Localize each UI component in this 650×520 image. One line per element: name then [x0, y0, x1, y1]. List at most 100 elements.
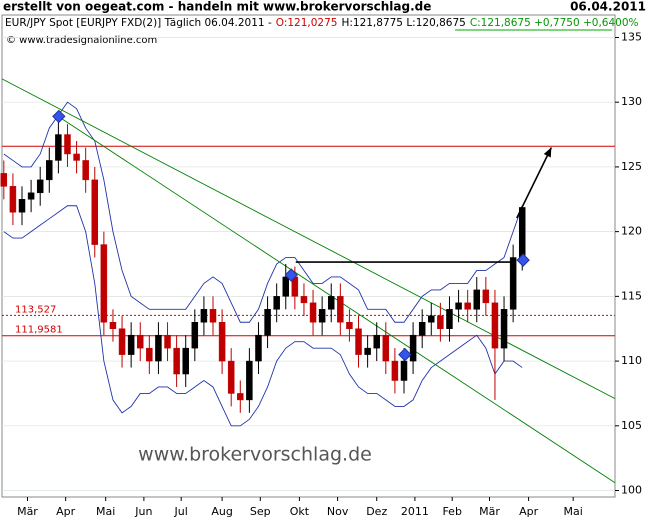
candle-body — [264, 309, 271, 336]
marker — [52, 109, 66, 124]
legend-text: O:121,0275 — [276, 17, 338, 29]
candle-body — [364, 347, 371, 355]
candle-body — [409, 334, 417, 362]
legend-text: C:121,8675 +0,7750 +0,6400% — [470, 17, 639, 29]
y-tick-label: 135 — [621, 30, 642, 43]
candle-body — [82, 160, 89, 181]
candle-body — [164, 334, 171, 349]
candle-body — [91, 179, 99, 245]
y-tick-label: 125 — [621, 160, 642, 173]
candle-body — [255, 334, 262, 362]
x-tick-label: Nov — [327, 505, 349, 518]
candle-body — [209, 309, 217, 323]
candle-body — [127, 334, 135, 355]
trend-line — [1, 78, 616, 400]
candle-body — [318, 309, 326, 323]
x-tick-label: Okt — [290, 505, 310, 518]
candle-body — [55, 134, 62, 161]
candle-body — [309, 302, 317, 323]
candle-body — [0, 173, 8, 187]
candle-body — [355, 328, 362, 355]
y-tick-label: 130 — [621, 95, 642, 108]
candle-body — [391, 360, 399, 381]
x-tick-label: Mai — [96, 505, 115, 518]
marker — [398, 347, 412, 362]
x-tick-label: Apr — [519, 505, 539, 518]
candle-body — [518, 207, 526, 258]
watermark: www.brokervorschlag.de — [138, 444, 372, 466]
candle-body — [182, 347, 189, 375]
y-tick-label: 115 — [621, 289, 642, 302]
copyright: © www.tradesignalonline.com — [6, 35, 157, 46]
candle-body — [200, 309, 208, 323]
candle-body — [418, 322, 426, 336]
x-tick-label: Aug — [211, 505, 232, 518]
x-tick-label: Mär — [479, 505, 500, 518]
legend-text: H:121,8775 L:120,8675 — [341, 17, 465, 29]
candle-body — [346, 322, 353, 329]
candle-body — [491, 302, 499, 349]
candle-body — [118, 328, 126, 355]
y-tick-label: 100 — [621, 484, 642, 497]
y-tick-label: 120 — [621, 225, 642, 238]
x-tick-label: Jun — [134, 505, 152, 518]
candle-body — [473, 289, 481, 310]
candle-body — [327, 296, 335, 310]
level-label: 111,9581 — [15, 325, 63, 336]
candle-body — [337, 296, 344, 323]
candle-body — [64, 134, 71, 155]
candle-body — [382, 334, 390, 362]
marker — [516, 253, 530, 267]
candle-body — [282, 276, 290, 297]
arrow-head — [543, 147, 552, 158]
candle-body — [109, 322, 117, 329]
candle-body — [173, 347, 180, 375]
plot-frame — [1, 14, 616, 498]
candle-body — [27, 192, 35, 200]
y-tick-label: 105 — [621, 419, 642, 432]
candle-body — [246, 360, 253, 401]
chart-title: erstellt von oegeat.com - handeln mit ww… — [3, 0, 431, 14]
candle-body — [73, 153, 80, 161]
y-tick-label: 110 — [621, 354, 642, 367]
arrow — [516, 147, 553, 219]
x-tick-label: Sep — [250, 505, 271, 518]
candle-body — [146, 347, 153, 362]
marker — [284, 268, 298, 282]
candle-body — [36, 179, 44, 194]
x-tick-label: Mär — [17, 505, 38, 518]
candle-body — [9, 186, 17, 213]
x-tick-label: Dez — [366, 505, 387, 518]
candle-body — [218, 322, 226, 362]
candle-body — [18, 199, 26, 213]
candle-body — [155, 334, 162, 362]
x-tick-label: Feb — [442, 505, 461, 518]
candle-body — [455, 302, 462, 310]
candle-body — [464, 302, 471, 310]
candle-body — [509, 257, 517, 310]
candle-body — [46, 160, 53, 181]
candle-body — [437, 315, 444, 329]
candle-body — [482, 289, 490, 304]
legend-text: EUR/JPY Spot [EURJPY FXD(2)] Täglich 06.… — [5, 17, 272, 29]
candle-body — [500, 309, 508, 349]
x-tick-label: Jul — [174, 505, 188, 518]
bollinger-band — [3, 101, 523, 323]
candle-body — [136, 334, 144, 349]
candle-body — [300, 296, 308, 304]
candle-body — [400, 360, 408, 381]
candle-body — [428, 315, 435, 323]
candle-body — [227, 360, 235, 394]
candle-body — [100, 244, 108, 323]
level-label: 113,527 — [15, 304, 56, 315]
candle-body — [273, 296, 280, 310]
x-tick-label: 2011 — [401, 505, 429, 518]
candle-body — [191, 322, 199, 349]
candle-body — [373, 334, 380, 349]
candle-body — [446, 309, 453, 329]
x-tick-label: Mai — [564, 505, 583, 518]
candle-body — [237, 393, 244, 401]
x-tick-label: Apr — [56, 505, 76, 518]
chart-date: 06.04.2011 — [570, 0, 646, 14]
